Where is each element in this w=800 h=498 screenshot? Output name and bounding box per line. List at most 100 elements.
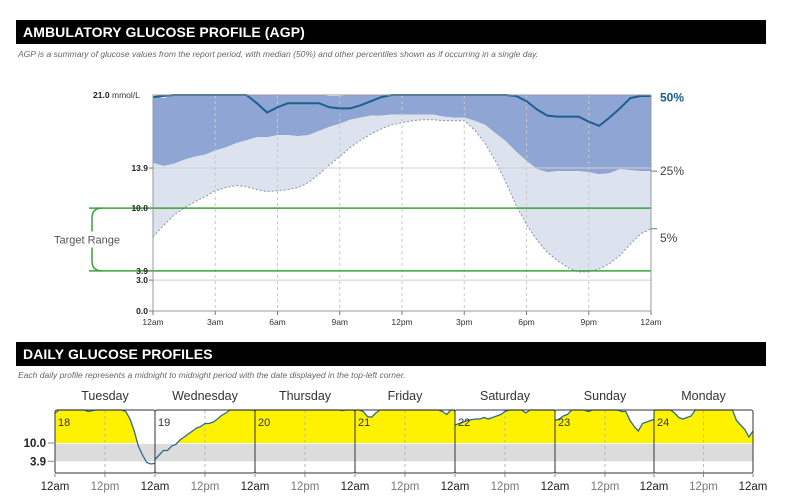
day-name-label: Thursday xyxy=(279,389,332,403)
x-tick-label-midday: 12pm xyxy=(591,481,620,493)
glucose-line xyxy=(355,409,455,418)
y-tick-label: 3.0 xyxy=(136,275,148,285)
x-tick-label: 9pm xyxy=(580,317,597,327)
y-max-label: 21.0 xyxy=(93,90,110,100)
day-date-label: 21 xyxy=(358,417,370,429)
high-glucose-fill xyxy=(555,410,655,443)
day-panel-frame xyxy=(554,409,656,474)
day-panel-background xyxy=(654,410,753,473)
target-range-band xyxy=(455,444,555,462)
target-range-label-bg xyxy=(50,231,124,248)
x-tick-label: 12am xyxy=(142,317,163,327)
day-panel-frame xyxy=(454,409,556,474)
band-5-25 xyxy=(153,114,651,272)
daily-caption: Each daily profile represents a midnight… xyxy=(18,370,406,380)
high-glucose-fill xyxy=(654,410,753,443)
x-tick-label-midnight: 12am xyxy=(739,481,768,493)
day-panel-frame xyxy=(154,409,256,474)
glucose-line xyxy=(454,409,555,426)
day-panel-monday xyxy=(653,409,754,474)
glucose-line xyxy=(255,409,355,412)
day-panel-frame xyxy=(254,409,356,474)
glucose-line xyxy=(154,409,255,460)
glucose-line xyxy=(54,409,156,465)
y-tick-label: 3.9 xyxy=(30,456,46,468)
x-tick-label: 12pm xyxy=(391,317,412,327)
high-glucose-fill xyxy=(355,410,455,443)
glucose-line xyxy=(654,409,754,439)
day-panel-sunday xyxy=(554,409,656,474)
day-panel-frame xyxy=(354,409,456,474)
percentile-label-25: 25% xyxy=(660,164,684,178)
day-date-label: 18 xyxy=(58,417,70,429)
x-tick-label: 9am xyxy=(331,317,348,327)
x-tick-label-midday: 12pm xyxy=(491,481,520,493)
day-panel-background xyxy=(455,410,555,473)
day-name-label: Friday xyxy=(388,389,423,403)
x-tick-label: 6am xyxy=(269,317,286,327)
day-panel-frame xyxy=(653,409,754,474)
day-panel-frame xyxy=(54,409,156,474)
y-tick-label: 10.0 xyxy=(24,438,46,450)
day-date-label: 19 xyxy=(158,417,170,429)
high-glucose-fill xyxy=(455,410,555,443)
day-panel-background xyxy=(555,410,655,473)
x-tick-label-midday: 12pm xyxy=(191,481,220,493)
day-panel-friday xyxy=(354,409,456,474)
x-tick-label-midnight: 12am xyxy=(541,481,570,493)
x-tick-label-midnight: 12am xyxy=(241,481,270,493)
percentile-label-50: 50% xyxy=(660,91,684,105)
x-tick-label-midday: 12pm xyxy=(291,481,320,493)
x-tick-label-midday: 12pm xyxy=(689,481,718,493)
x-tick-label-midnight: 12am xyxy=(640,481,669,493)
target-range-band xyxy=(255,444,355,462)
day-panel-background xyxy=(155,410,255,473)
day-name-label: Monday xyxy=(681,389,726,403)
day-panel-tuesday xyxy=(54,409,156,474)
day-date-label: 22 xyxy=(458,417,470,429)
x-tick-label-midday: 12pm xyxy=(391,481,420,493)
line-5th-percentile xyxy=(152,119,652,273)
target-range-band xyxy=(355,444,455,462)
y-tick-label: 3.9 xyxy=(136,266,148,276)
target-range-band xyxy=(55,444,155,462)
x-tick-label-midnight: 12am xyxy=(441,481,470,493)
x-tick-label: 3am xyxy=(207,317,224,327)
high-glucose-fill xyxy=(255,410,355,443)
target-range-band xyxy=(654,444,753,462)
day-panel-background xyxy=(255,410,355,473)
agp-chart: Target Range 0.0 3.03.9 10.0 13.9 21.0 mmol/L 1… xyxy=(50,90,685,327)
agp-caption: AGP is a summary of glucose values from … xyxy=(18,49,539,59)
day-panel-saturday xyxy=(454,409,556,474)
x-tick-label: 3pm xyxy=(456,317,473,327)
x-tick-label-midnight: 12am xyxy=(341,481,370,493)
day-date-label: 24 xyxy=(657,417,669,429)
x-tick-label-midnight: 12am xyxy=(41,481,70,493)
daily-section-header: DAILY GLUCOSE PROFILES xyxy=(16,342,766,366)
day-name-label: Saturday xyxy=(480,389,531,403)
high-glucose-fill xyxy=(155,410,255,443)
day-panel-thursday xyxy=(254,409,356,474)
high-glucose-fill xyxy=(55,410,155,443)
y-tick-label: 0.0 xyxy=(136,306,148,316)
x-tick-label: 12am xyxy=(640,317,661,327)
x-tick-label-midnight: 12am xyxy=(141,481,170,493)
day-panel-wednesday xyxy=(154,409,256,474)
y-unit-label: mmol/L xyxy=(112,90,140,100)
x-tick-label: 6pm xyxy=(518,317,535,327)
day-date-label: 20 xyxy=(258,417,270,429)
y-tick-label: 13.9 xyxy=(131,163,148,173)
agp-section-header: AMBULATORY GLUCOSE PROFILE (AGP) xyxy=(16,20,766,44)
day-name-label: Sunday xyxy=(584,389,627,403)
day-name-label: Wednesday xyxy=(172,389,239,403)
percentile-label-5: 5% xyxy=(660,231,678,245)
glucose-line xyxy=(554,409,656,433)
day-name-label: Tuesday xyxy=(81,389,129,403)
day-panel-background xyxy=(355,410,455,473)
target-range-band xyxy=(155,444,255,462)
day-panel-background xyxy=(55,410,155,473)
day-date-label: 23 xyxy=(558,417,570,429)
target-range-label: Target Range xyxy=(54,235,120,247)
y-tick-label: 10.0 xyxy=(131,203,148,213)
target-range-band xyxy=(555,444,655,462)
